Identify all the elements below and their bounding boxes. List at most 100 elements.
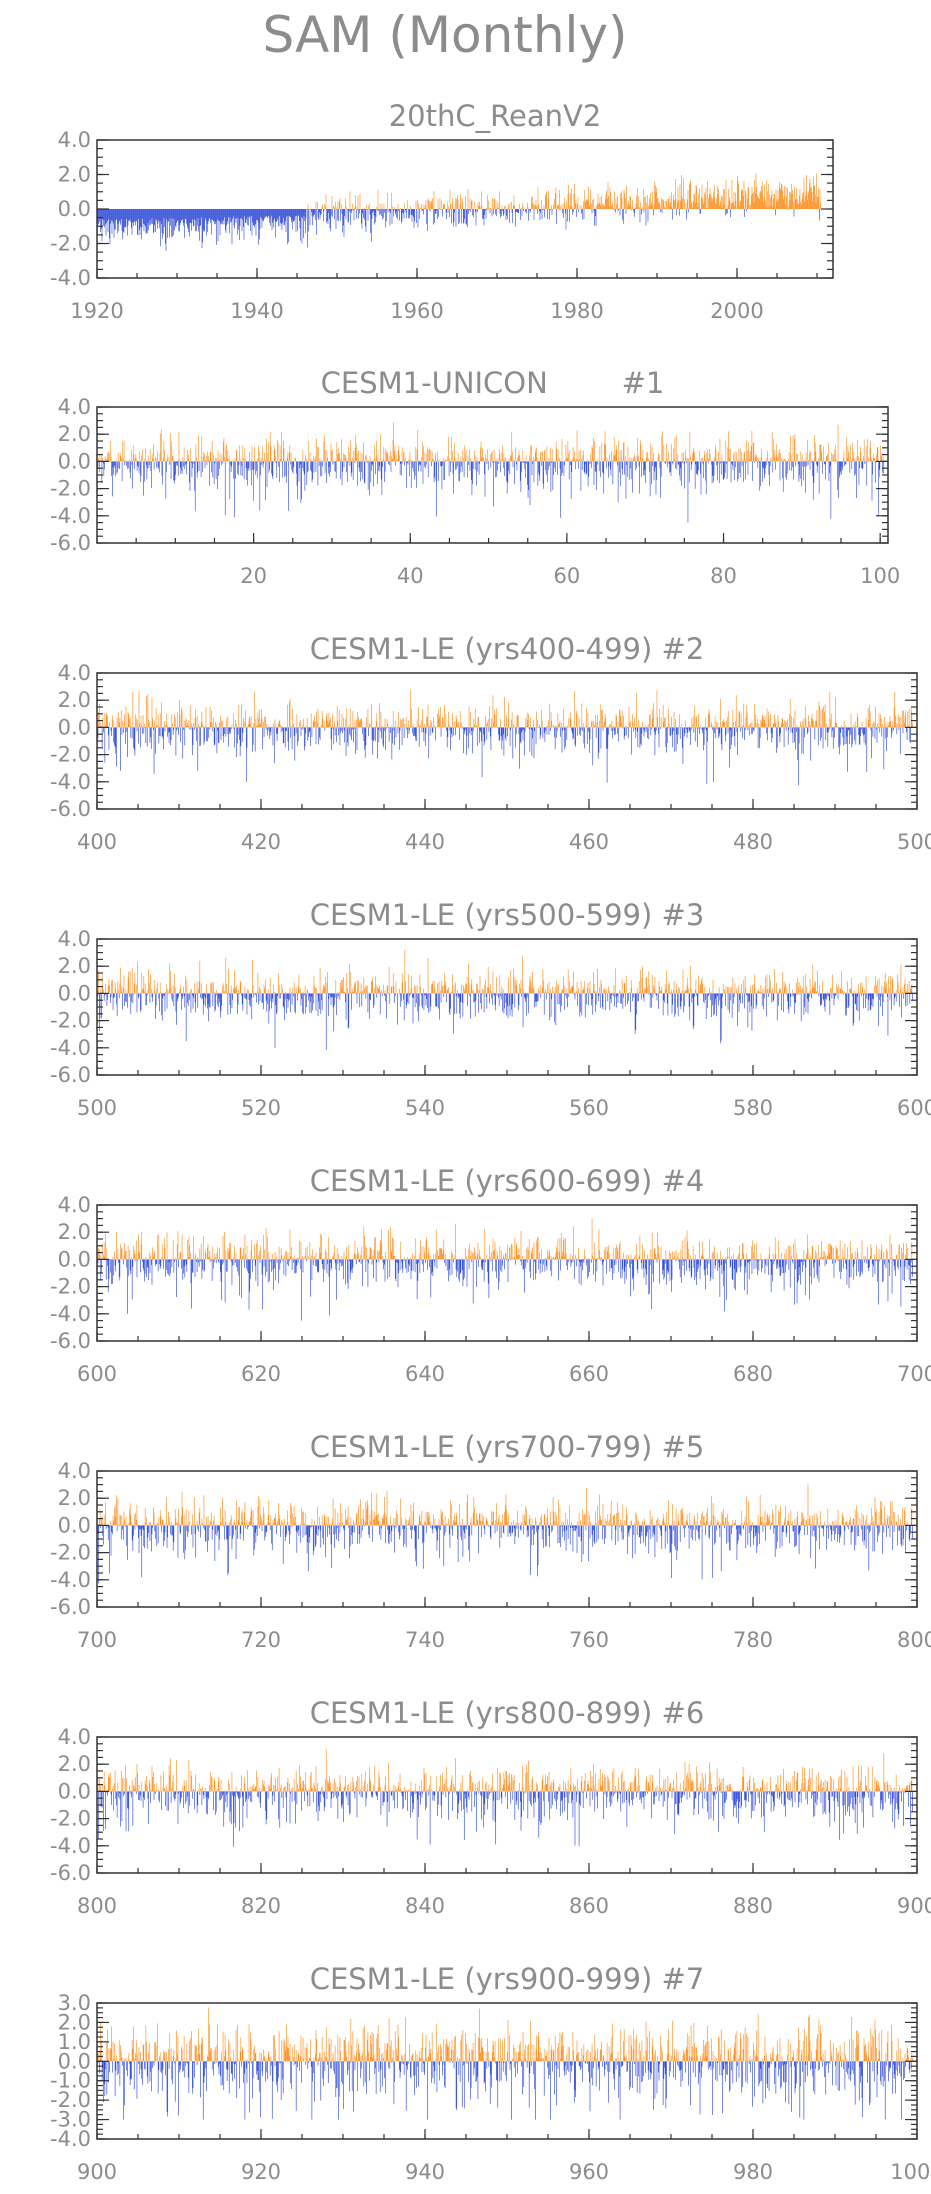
bar (631, 209, 632, 210)
bar (534, 204, 535, 209)
bar (859, 992, 861, 994)
bar (260, 457, 262, 462)
bar (160, 209, 161, 247)
bar (375, 209, 377, 217)
bar (254, 446, 255, 462)
bar (100, 723, 102, 728)
bar (174, 973, 175, 994)
bar (729, 200, 731, 209)
bar (511, 719, 512, 728)
bar (666, 727, 667, 753)
bar (251, 446, 253, 462)
bar (858, 727, 859, 735)
bar (403, 452, 404, 462)
bar (612, 201, 613, 209)
bar (375, 461, 376, 475)
bar (585, 202, 586, 209)
bar (319, 209, 320, 213)
bar (239, 445, 240, 462)
bar (299, 461, 300, 469)
bar (654, 727, 656, 756)
bar (640, 727, 642, 746)
bar (587, 712, 589, 728)
bar (226, 727, 228, 735)
bar (222, 441, 224, 462)
bar (594, 461, 596, 472)
bar (384, 993, 385, 996)
bar (310, 207, 311, 209)
bar (664, 993, 665, 1003)
bar (472, 727, 473, 754)
bar (692, 450, 694, 462)
bar (540, 452, 542, 462)
bar (433, 209, 434, 225)
y-tick-label: -6.0 (50, 531, 91, 555)
bar (317, 461, 319, 486)
bar (799, 195, 800, 209)
bar (837, 993, 839, 1000)
bar (198, 461, 200, 471)
bar (622, 727, 624, 729)
bar (541, 461, 543, 466)
bar (673, 448, 674, 462)
bar (722, 196, 723, 209)
bar (362, 727, 363, 734)
bar (330, 209, 331, 232)
bar (686, 727, 688, 738)
bar (759, 191, 761, 209)
bar (251, 461, 252, 486)
bar (121, 209, 123, 231)
bar (263, 985, 265, 994)
bar (221, 209, 223, 221)
bar (153, 209, 155, 232)
bar (184, 461, 186, 470)
bar (815, 991, 817, 994)
bar (754, 461, 755, 463)
y-tick-label: -2.0 (50, 743, 91, 767)
bar (564, 727, 566, 750)
bar (453, 209, 454, 227)
bar (707, 993, 709, 996)
bar (442, 716, 443, 728)
bar (746, 209, 747, 212)
bar (235, 209, 237, 223)
bar (414, 985, 415, 994)
bar (538, 461, 539, 473)
bar (686, 985, 688, 994)
bar (182, 457, 184, 462)
bar (208, 461, 210, 463)
bar (837, 726, 839, 728)
bar (397, 727, 399, 734)
bar (888, 976, 889, 994)
bar (485, 993, 487, 997)
bar (101, 993, 102, 1019)
bar (107, 209, 109, 233)
bar (322, 204, 323, 209)
bar (619, 991, 621, 994)
bar (471, 979, 473, 994)
bar (338, 209, 339, 222)
bar (844, 990, 846, 994)
bar (434, 988, 436, 994)
bar (244, 209, 245, 217)
bar (565, 993, 566, 996)
bar (757, 196, 759, 209)
bars (97, 422, 885, 523)
bar (547, 461, 548, 482)
bar (127, 977, 129, 994)
bar (593, 721, 594, 728)
bar (869, 704, 870, 728)
bar (756, 454, 757, 462)
bar (309, 460, 310, 462)
bar (375, 721, 377, 728)
bar (384, 990, 386, 994)
bar (567, 209, 568, 222)
bar (226, 443, 227, 462)
bar (104, 461, 105, 470)
bar (180, 461, 182, 474)
bar (662, 199, 663, 209)
bar (788, 727, 790, 730)
bar (741, 451, 742, 462)
bar (863, 727, 864, 736)
bar (347, 993, 349, 1029)
